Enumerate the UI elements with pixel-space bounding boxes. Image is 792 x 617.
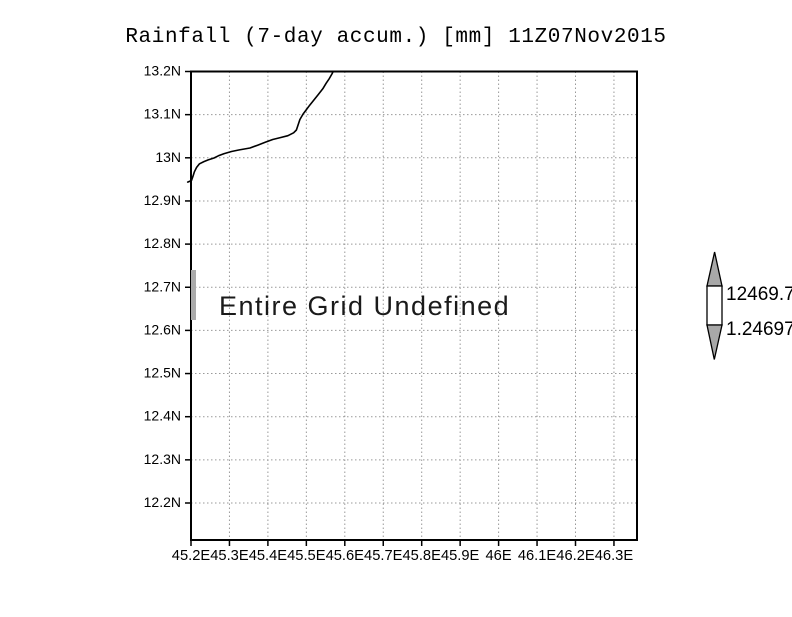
svg-text:45.9E: 45.9E [441,548,480,564]
svg-text:45.5E: 45.5E [287,548,326,564]
svg-text:13N: 13N [155,149,181,165]
svg-text:45.8E: 45.8E [403,548,442,564]
svg-text:45.2E: 45.2E [172,548,211,564]
svg-text:12.5N: 12.5N [144,365,181,381]
svg-text:13.1N: 13.1N [144,106,181,122]
svg-text:45.7E: 45.7E [364,548,403,564]
svg-text:Entire Grid Undefined: Entire Grid Undefined [219,291,510,321]
svg-text:12.3N: 12.3N [144,451,181,467]
svg-text:1.24697: 1.24697 [726,319,792,340]
svg-text:12.6N: 12.6N [144,321,181,337]
svg-text:13.2N: 13.2N [144,63,181,79]
svg-text:12.8N: 12.8N [144,235,181,251]
svg-text:46E: 46E [486,548,512,564]
svg-text:12.9N: 12.9N [144,192,181,208]
svg-text:12469.7: 12469.7 [726,284,792,305]
svg-text:45.4E: 45.4E [249,548,288,564]
svg-text:46.1E: 46.1E [518,548,557,564]
svg-text:45.3E: 45.3E [210,548,249,564]
svg-text:12.4N: 12.4N [144,408,181,424]
svg-text:12.7N: 12.7N [144,278,181,294]
svg-text:12.2N: 12.2N [144,494,181,510]
svg-text:45.6E: 45.6E [326,548,365,564]
svg-text:46.2E: 46.2E [556,548,595,564]
svg-text:46.3E: 46.3E [595,548,634,564]
